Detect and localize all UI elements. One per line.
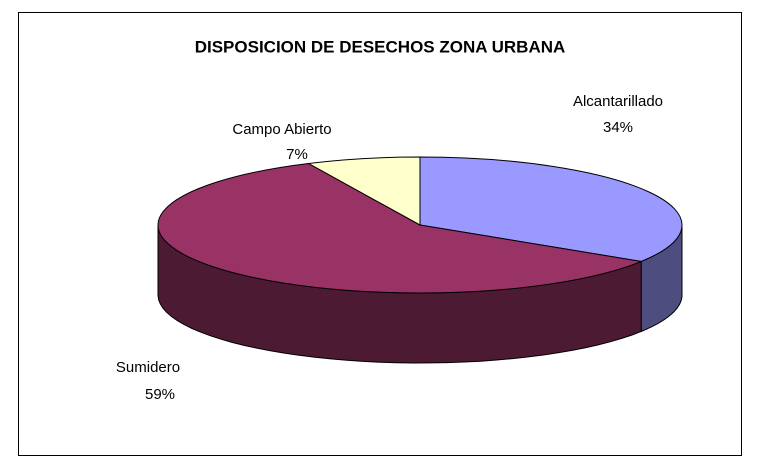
slice-value-label: 34% <box>603 119 633 136</box>
pie-slice <box>306 156 421 226</box>
slice-label: Sumidero <box>116 359 180 376</box>
chart-title: DISPOSICION DE DESECHOS ZONA URBANA <box>195 37 566 56</box>
slice-label: Campo Abierto <box>232 121 331 138</box>
slice-value-label: 7% <box>286 146 308 163</box>
pie-slice <box>157 162 644 294</box>
slice-label: Alcantarillado <box>573 93 663 110</box>
slice-value-label: 59% <box>145 386 175 403</box>
